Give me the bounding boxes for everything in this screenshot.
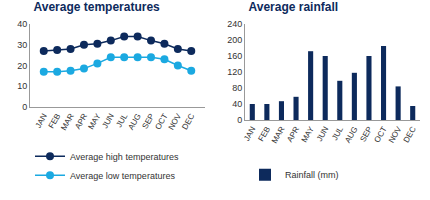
- svg-text:DEC: DEC: [180, 112, 196, 131]
- svg-text:Average high temperatures: Average high temperatures: [70, 152, 179, 162]
- svg-text:0: 0: [22, 102, 27, 112]
- svg-text:AUG: AUG: [126, 112, 142, 132]
- svg-text:MAY: MAY: [300, 125, 316, 145]
- svg-text:120: 120: [227, 67, 242, 77]
- svg-text:JAN: JAN: [242, 125, 257, 143]
- svg-text:240: 240: [227, 19, 242, 29]
- svg-text:MAR: MAR: [59, 112, 76, 132]
- svg-text:Average rainfall: Average rainfall: [249, 0, 339, 14]
- svg-text:NOV: NOV: [167, 112, 184, 132]
- svg-text:JAN: JAN: [34, 112, 49, 130]
- svg-text:APR: APR: [73, 112, 89, 131]
- svg-text:SEP: SEP: [140, 112, 156, 130]
- svg-text:NOV: NOV: [387, 125, 404, 145]
- svg-text:20: 20: [17, 61, 27, 71]
- svg-text:200: 200: [227, 35, 242, 45]
- svg-text:40: 40: [17, 19, 27, 29]
- svg-text:Average low temperatures: Average low temperatures: [70, 171, 175, 181]
- svg-text:SEP: SEP: [358, 125, 374, 143]
- svg-text:JUL: JUL: [330, 125, 345, 142]
- svg-text:Rainfall (mm): Rainfall (mm): [285, 170, 339, 180]
- svg-text:JUL: JUL: [114, 112, 129, 129]
- svg-text:APR: APR: [285, 125, 301, 144]
- svg-text:FEB: FEB: [47, 112, 63, 130]
- svg-text:OCT: OCT: [153, 112, 169, 131]
- svg-text:0: 0: [237, 115, 242, 125]
- svg-text:AUG: AUG: [343, 125, 359, 145]
- svg-text:JUN: JUN: [315, 125, 331, 143]
- svg-text:30: 30: [17, 40, 27, 50]
- svg-text:80: 80: [232, 83, 242, 93]
- svg-text:OCT: OCT: [372, 125, 388, 144]
- svg-text:40: 40: [232, 99, 242, 109]
- svg-text:MAY: MAY: [86, 112, 102, 132]
- svg-text:Average temperatures: Average temperatures: [34, 0, 161, 14]
- svg-text:MAR: MAR: [270, 125, 287, 145]
- svg-text:FEB: FEB: [257, 125, 273, 143]
- svg-text:DEC: DEC: [402, 125, 418, 144]
- svg-text:JUN: JUN: [100, 112, 116, 130]
- svg-text:10: 10: [17, 81, 27, 91]
- svg-text:160: 160: [227, 51, 242, 61]
